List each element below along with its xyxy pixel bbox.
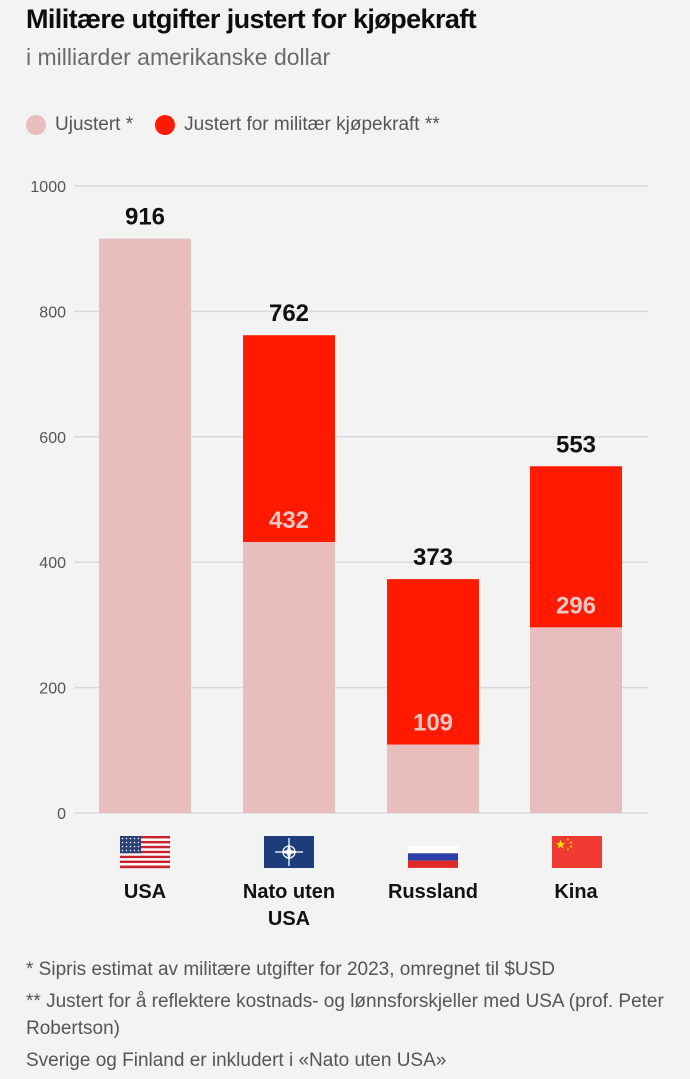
- usa-flag-stripe: [120, 848, 170, 851]
- chart-subtitle: i milliarder amerikanske dollar: [26, 44, 331, 70]
- usa-flag-stripe: [120, 853, 170, 856]
- bar-unadjusted-2: [387, 744, 479, 813]
- usa-flag-star: [133, 849, 136, 852]
- y-tick-label: 1000: [30, 179, 66, 196]
- china-flag-small-star: [566, 837, 570, 841]
- usa-flag-stripe: [120, 863, 170, 866]
- legend-label-unadjusted: Ujustert *: [55, 114, 134, 135]
- legend-item-adjusted: Justert for militær kjøpekraft **: [155, 114, 440, 136]
- usa-flag-star: [125, 841, 128, 844]
- bar-total-label: 762: [269, 300, 309, 327]
- legend-swatch-unadjusted: [26, 115, 46, 135]
- usa-flag-stripe: [120, 840, 170, 844]
- bar-unadjusted-3: [530, 627, 622, 813]
- bar-adjusted-2: [387, 579, 479, 745]
- bar-chart: 0 200 400 600 800 1000 916 USA 762 432 Nato uten US…: [30, 179, 648, 930]
- usa-flag-stripe: [120, 836, 170, 839]
- russia-flag-blue: [408, 853, 458, 861]
- bar-adjusted-3: [530, 466, 622, 628]
- china-flag-big-star: [555, 839, 566, 849]
- footnote-2: ** Justert for å reflektere kostnads- og…: [26, 991, 664, 1039]
- usa-flag-star: [121, 849, 124, 852]
- china-flag-icon: [552, 836, 602, 868]
- x-category-label: Russland: [388, 881, 478, 903]
- usa-flag-star: [137, 845, 140, 848]
- bar-total-label: 916: [125, 204, 165, 231]
- usa-flag-stripe: [120, 843, 170, 847]
- bar-unadjusted-label: 296: [556, 592, 596, 619]
- footnote-3: Sverige og Finland er inkludert i «Nato …: [26, 1050, 447, 1071]
- y-tick-label: 600: [39, 430, 66, 447]
- usa-flag-star: [129, 849, 132, 852]
- usa-flag-canton: [120, 836, 141, 854]
- china-flag-small-star: [566, 847, 570, 851]
- usa-flag-star: [133, 845, 136, 848]
- y-tick-label: 0: [57, 806, 66, 823]
- legend-item-unadjusted: Ujustert *: [26, 114, 133, 136]
- usa-flag-stripe: [120, 855, 170, 859]
- usa-flag-star: [133, 837, 136, 840]
- legend-label-adjusted: Justert for militær kjøpekraft **: [184, 114, 440, 135]
- bar-adjusted-1: [243, 335, 335, 543]
- china-flag-small-star: [569, 844, 573, 848]
- usa-flag-star: [125, 837, 128, 840]
- usa-flag-star: [133, 841, 136, 844]
- usa-flag-stripe: [120, 845, 170, 849]
- bar-total-label: 553: [556, 431, 596, 458]
- legend: Ujustert * Justert for militær kjøpekraf…: [26, 114, 462, 136]
- x-category-label: Nato uten: [243, 881, 335, 903]
- x-category-label: USA: [124, 881, 166, 903]
- bar-unadjusted-0: [99, 238, 191, 814]
- usa-flag-star: [125, 849, 128, 852]
- usa-flag-stripe: [120, 838, 170, 842]
- usa-flag-star: [129, 845, 132, 848]
- chart-title: Militære utgifter justert for kjøpekraft: [26, 4, 477, 34]
- usa-flag-stripe: [120, 860, 170, 864]
- y-tick-label: 400: [39, 555, 66, 572]
- usa-flag-star: [121, 841, 124, 844]
- x-category-label: Kina: [554, 881, 598, 903]
- legend-swatch-adjusted: [155, 115, 176, 135]
- footnotes: * Sipris estimat av militære utgifter fo…: [26, 956, 666, 1074]
- x-category-label: USA: [268, 908, 310, 930]
- russia-flag-red: [408, 860, 458, 868]
- usa-flag-star: [121, 845, 124, 848]
- bar-unadjusted-label: 432: [269, 507, 309, 534]
- nato-flag-compass: [280, 849, 298, 855]
- bar-unadjusted-1: [243, 542, 335, 813]
- y-tick-label: 800: [39, 304, 66, 321]
- usa-flag-star: [121, 837, 124, 840]
- usa-flag-stripe: [120, 858, 170, 861]
- usa-flag-star: [137, 849, 140, 852]
- usa-flag-star: [129, 837, 132, 840]
- usa-flag-stripe: [120, 865, 170, 869]
- bar-total-label: 373: [413, 544, 453, 571]
- footnote-1: * Sipris estimat av militære utgifter fo…: [26, 959, 556, 980]
- usa-flag-star: [137, 837, 140, 840]
- usa-flag-star: [125, 845, 128, 848]
- usa-flag-star: [129, 841, 132, 844]
- usa-flag-star: [137, 841, 140, 844]
- usa-flag-stripe: [120, 850, 170, 854]
- y-tick-label: 200: [39, 681, 66, 698]
- china-flag-small-star: [569, 840, 573, 844]
- russia-flag-white: [408, 846, 458, 854]
- bar-unadjusted-label: 109: [413, 710, 453, 737]
